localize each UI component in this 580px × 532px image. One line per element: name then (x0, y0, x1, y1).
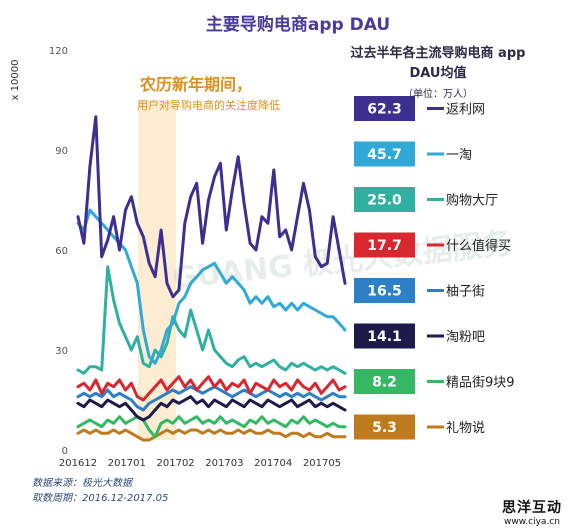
legend-value-box (354, 187, 415, 212)
legend-value: 16.5 (367, 284, 402, 300)
series-line (76, 208, 347, 365)
series-line (76, 375, 347, 402)
x-tick-label: 201612 (59, 458, 97, 469)
legend: 62.3 返利网 45.7 一淘 25.0 购物大厅 17.7 什么值得买 16.5 柚子街 14.… (354, 96, 515, 440)
y-tick-label: 0 (62, 446, 68, 457)
legend-value: 17.7 (367, 238, 402, 254)
y-axis: 0 30 60 90 120 (49, 46, 68, 457)
series-line (76, 395, 347, 422)
legend-value: 14.1 (367, 329, 402, 345)
series-line (76, 115, 347, 299)
legend-value-box (354, 96, 415, 121)
legend-value: 25.0 (367, 193, 402, 209)
legend-series-name: 礼物说 (446, 420, 485, 436)
series-line (76, 265, 347, 375)
annotation-title: 农历新年期间， (139, 75, 252, 94)
brand-url: www.ciya.cn (504, 517, 560, 527)
legend-value: 8.2 (372, 375, 397, 391)
y-tick-label: 90 (55, 146, 68, 157)
legend-series-name: 返利网 (446, 103, 485, 118)
series-line (76, 428, 347, 442)
chart-title: 主要导购电商app DAU (206, 14, 390, 35)
legend-value-box (354, 278, 415, 303)
x-tick-label: 201702 (157, 458, 195, 469)
brand-name: 思洋互动 (502, 500, 562, 516)
legend-item: 5.3 礼物说 (354, 414, 485, 440)
legend-title: 过去半年各主流导购电商 app DAU均值 （单位：万人） (338, 44, 538, 105)
legend-item: 45.7 一淘 (354, 141, 472, 167)
legend-item: 16.5 柚子街 (354, 278, 485, 303)
brand-logo: 思洋互动 www.ciya.cn (502, 497, 562, 527)
legend-value-box (354, 232, 415, 258)
legend-value-box (354, 369, 415, 394)
legend-series-name: 什么值得买 (446, 238, 511, 254)
legend-unit: （单位：万人） (403, 89, 473, 100)
legend-value: 62.3 (367, 102, 402, 118)
legend-series-name: 一淘 (446, 148, 472, 163)
x-tick-label: 201701 (108, 458, 146, 469)
x-tick-label: 201703 (205, 458, 243, 469)
legend-item: 14.1 淘粉吧 (354, 323, 485, 349)
x-axis: 201612 201701 201702 201703 201704 201705 (59, 458, 341, 469)
annotation-subtitle: 用户对导购电商的关注度降低 (137, 98, 280, 112)
x-tick-label: 201704 (254, 458, 292, 469)
legend-series-name: 柚子街 (446, 285, 485, 300)
legend-series-name: 精品街9块9 (446, 376, 515, 391)
legend-series-name: 购物大厅 (446, 193, 498, 209)
legend-item: 25.0 购物大厅 (354, 187, 498, 212)
legend-value-box (354, 141, 415, 167)
legend-item: 8.2 精品街9块9 (354, 369, 515, 394)
y-tick-label: 60 (55, 246, 68, 257)
legend-item: 17.7 什么值得买 (354, 232, 511, 258)
legend-series-name: 淘粉吧 (446, 330, 485, 345)
series-line (76, 385, 347, 412)
legend-title-text: 过去半年各主流导购电商 app DAU均值 (350, 46, 526, 81)
legend-value: 45.7 (367, 147, 402, 163)
data-source: 数据来源：极光大数据 (32, 478, 132, 489)
y-tick-label: 30 (55, 346, 68, 357)
legend-value-box (354, 323, 415, 349)
data-period: 取数周期：2016.12-2017.05 (32, 493, 169, 504)
y-unit-label: x 10000 (10, 60, 21, 101)
y-tick-label: 120 (49, 46, 68, 57)
series-lines (76, 115, 347, 442)
legend-value-box (354, 414, 415, 440)
series-line (76, 415, 347, 439)
legend-item: 62.3 返利网 (354, 96, 485, 121)
footer: 数据来源：极光大数据 取数周期：2016.12-2017.05 (32, 476, 168, 506)
x-tick-label: 201705 (303, 458, 341, 469)
legend-value: 5.3 (372, 420, 397, 436)
